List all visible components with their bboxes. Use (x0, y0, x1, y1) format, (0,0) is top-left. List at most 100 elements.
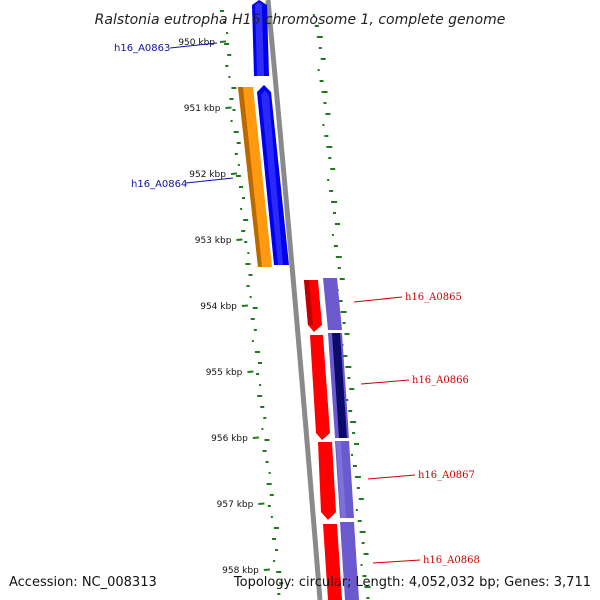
gc-dot (346, 399, 349, 401)
tick-label: 952 kbp (189, 170, 226, 180)
label-leader-h16-A0866 (360, 379, 410, 385)
gc-dot (249, 296, 252, 298)
gc-dot (348, 410, 353, 412)
gc-dot (349, 388, 355, 390)
gc-dot (344, 333, 350, 335)
label-leader-h16-A0863 (169, 42, 218, 49)
gc-dot (224, 43, 230, 45)
label-leader-h16-A0868 (372, 559, 421, 564)
gene-label-h16-A0865[interactable]: h16_A0865 (405, 292, 462, 303)
gc-dot (342, 322, 346, 324)
gc-dot (247, 252, 250, 254)
gc-dot (254, 351, 260, 353)
gc-dot (231, 87, 237, 89)
gc-dot (268, 472, 271, 474)
gc-dot (272, 538, 277, 540)
gene-label-h16-A0864[interactable]: h16_A0864 (131, 179, 187, 190)
gene-label-h16-A0863[interactable]: h16_A0863 (114, 43, 170, 54)
gene-arrow-h16-A0866[interactable] (310, 335, 330, 440)
gc-dot (273, 560, 276, 562)
gc-dot (366, 597, 370, 599)
tick-label: 957 kbp (217, 500, 254, 510)
gc-dot (319, 80, 324, 82)
gc-dot (237, 164, 240, 166)
gc-dot (227, 54, 232, 56)
gc-dot (363, 553, 369, 555)
gc-dot (251, 340, 254, 342)
map-title: Ralstonia eutropha H16 chromosome 1, com… (95, 12, 506, 28)
gc-dot (265, 461, 269, 463)
gc-dot (326, 146, 333, 148)
gc-dot (327, 179, 330, 181)
gc-dot (269, 494, 274, 496)
gc-dot (314, 25, 319, 27)
gc-dot (329, 190, 334, 192)
gc-dot (250, 318, 255, 320)
gc-dot (234, 153, 238, 155)
gene-arrow-h16-A0867[interactable] (318, 442, 336, 520)
genome-stats-text: Topology: circular; Length: 4,052,032 bp… (233, 575, 591, 590)
gc-dot (352, 465, 357, 467)
gene-label-h16-A0866[interactable]: h16_A0866 (412, 375, 469, 386)
gc-dot (229, 98, 234, 100)
gc-dot (324, 135, 329, 137)
gene-block-dark-navy (332, 333, 347, 438)
gc-dot (232, 109, 236, 111)
gc-dot (334, 223, 340, 225)
gc-dot (252, 307, 258, 309)
gc-dot (359, 531, 366, 533)
gc-dot (354, 443, 360, 445)
gc-dot (318, 47, 322, 49)
gc-dot (244, 241, 248, 243)
gc-dot (275, 549, 279, 551)
tick-label: 954 kbp (200, 302, 237, 312)
tick-mark (247, 370, 254, 373)
forward-strand-genes (238, 0, 289, 267)
tick-mark (230, 172, 238, 175)
gc-dot (317, 69, 320, 71)
gc-dot (228, 76, 231, 78)
tick-label: 956 kbp (211, 434, 248, 444)
gc-dot (264, 439, 270, 441)
tick-mark (263, 568, 270, 571)
gc-dot (241, 230, 246, 232)
tick-label: 950 kbp (178, 38, 215, 48)
gc-dot (230, 120, 233, 122)
gc-dot (257, 395, 263, 397)
gc-dot (355, 509, 358, 511)
gc-dot (325, 113, 331, 115)
gc-dot (233, 131, 239, 133)
gc-dot (243, 219, 249, 221)
gc-dot (245, 263, 251, 265)
gc-dot (226, 32, 229, 34)
gc-dot (339, 278, 345, 280)
gc-dot (330, 168, 336, 170)
gc-dot (358, 498, 364, 500)
gene-label-h16-A0868[interactable]: h16_A0868 (423, 555, 480, 566)
gc-dot (331, 201, 338, 203)
gc-dot (225, 65, 229, 67)
gc-dot (361, 542, 365, 544)
gc-dot (364, 586, 371, 588)
gc-dot (262, 450, 267, 452)
gc-dot (235, 175, 241, 177)
gc-dot (273, 527, 279, 529)
gc-dot (242, 197, 246, 199)
gc-dot (263, 417, 267, 419)
gc-dot (331, 234, 334, 236)
gc-dot (357, 520, 362, 522)
gc-dot (257, 362, 262, 364)
gc-dot (253, 329, 257, 331)
gc-dot (362, 575, 367, 577)
gc-dot (261, 428, 264, 430)
tick-label: 951 kbp (184, 104, 221, 114)
gene-arrow-h16-A0868[interactable] (323, 524, 342, 600)
gc-track-right (312, 14, 371, 599)
gc-dot (236, 142, 241, 144)
gc-dot (266, 483, 272, 485)
gene-label-h16-A0867[interactable]: h16_A0867 (418, 470, 475, 481)
tick-mark (258, 502, 265, 505)
gc-dot (259, 384, 262, 386)
gc-dot (267, 505, 271, 507)
gc-dot (316, 36, 323, 38)
